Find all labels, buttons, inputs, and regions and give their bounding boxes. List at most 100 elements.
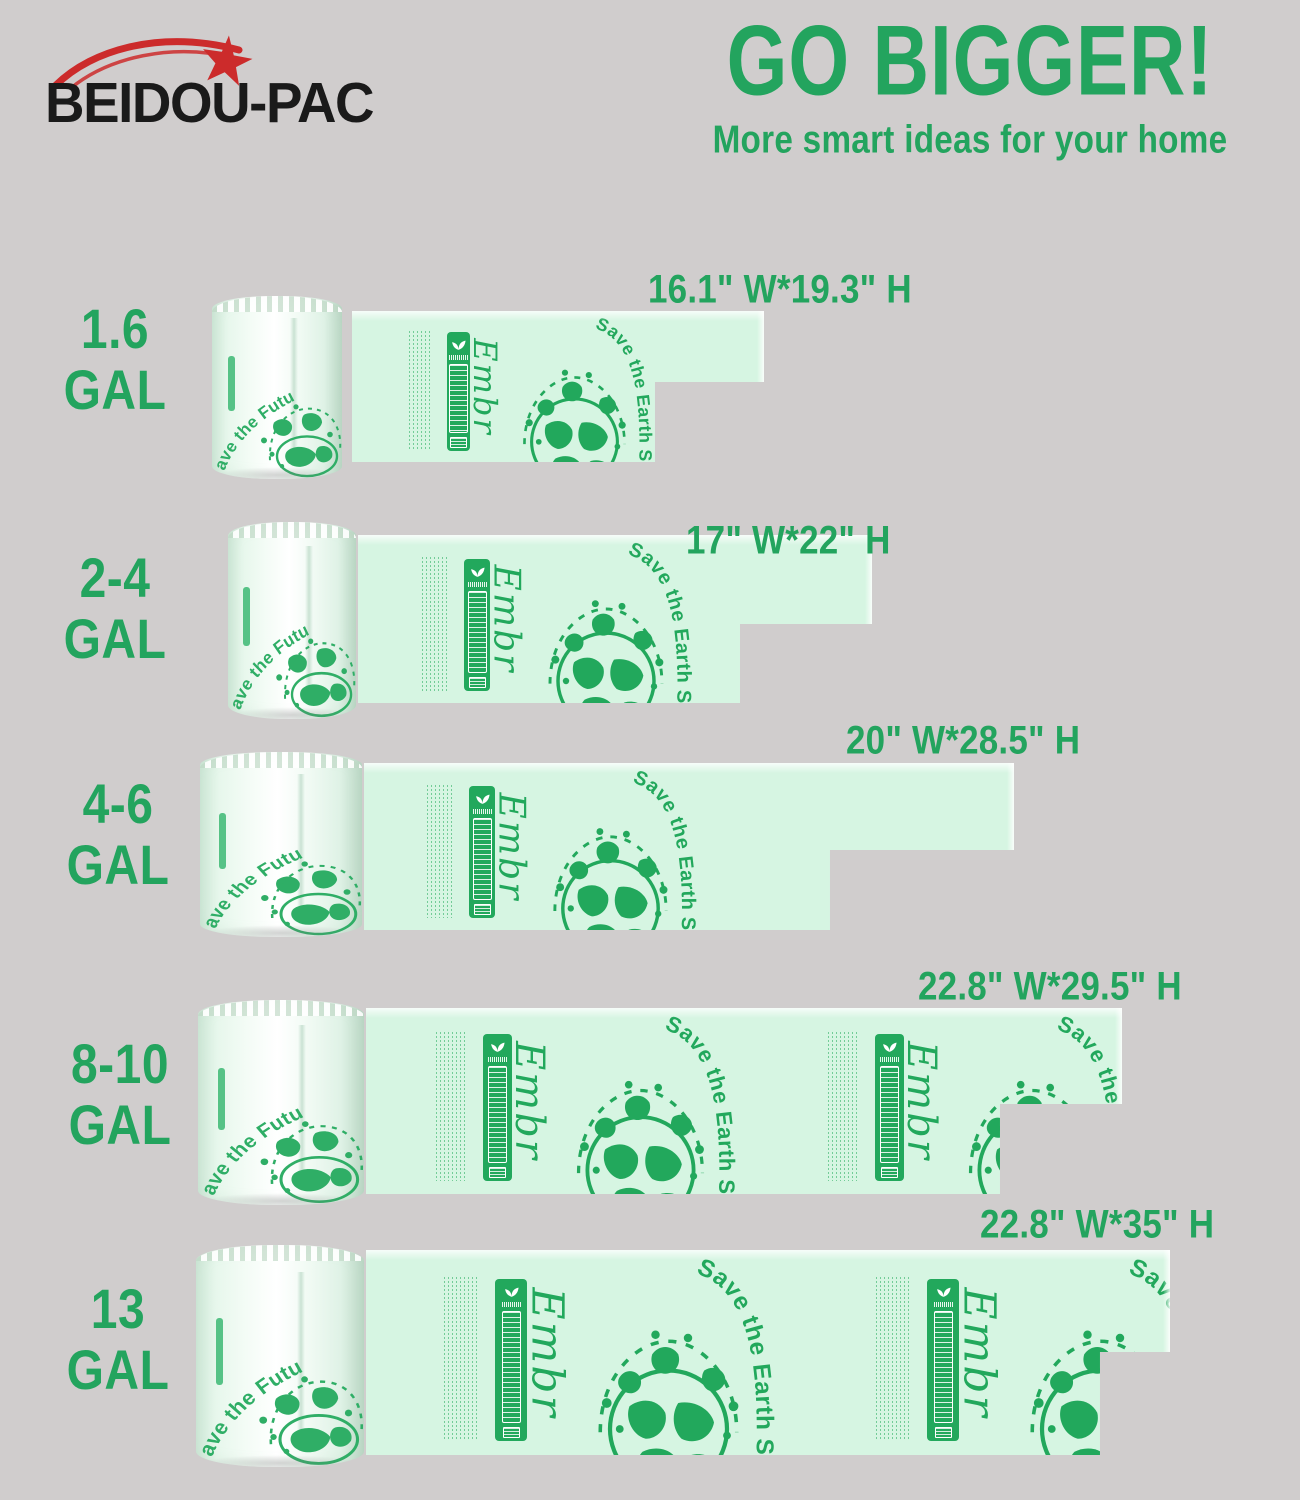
roll-top-edge <box>196 1245 364 1261</box>
roll-badge-hint <box>219 813 226 869</box>
home-compostable-badge-icon <box>495 1278 527 1441</box>
fine-print-text-column <box>427 784 454 919</box>
capacity-label: 2-4 GAL <box>35 548 195 671</box>
page-subheadline: More smart ideas for your home <box>712 118 1228 162</box>
dimension-label: 22.8" W*35" H <box>980 1202 1215 1247</box>
capacity-unit: GAL <box>63 609 167 671</box>
roll-seam <box>297 774 305 919</box>
badge-caption <box>488 1057 507 1063</box>
earth-globe-graphic <box>576 1080 705 1194</box>
roll-print-artwork: ave the Future <box>196 1245 363 1465</box>
roll-badge-hint <box>218 1068 225 1130</box>
capacity-unit: GAL <box>66 1340 170 1402</box>
save-the-earth-arc-text: Save the Earth S <box>591 766 783 930</box>
earth-globe-graphic <box>553 828 668 930</box>
dimension-label: 17" W*22" H <box>686 518 891 563</box>
home-compostable-badge-icon <box>927 1278 959 1441</box>
capacity-unit: GAL <box>66 835 170 897</box>
roll-seam <box>298 1024 306 1185</box>
bag-brand-script: Embr <box>953 1286 1005 1419</box>
bag-roll: ave the Future <box>196 1245 364 1467</box>
capacity-value: 1.6 <box>80 299 150 361</box>
bag-print-panel: Embr Save the Earth S <box>835 1250 1170 1455</box>
save-the-earth-arc-text: Save the Earth S <box>586 538 779 703</box>
roll-drop-shadow <box>199 1455 361 1467</box>
logo-swoosh-icon <box>53 35 253 90</box>
badge-detail-block <box>933 1310 953 1423</box>
headline-block: GO BIGGER! More smart ideas for your hom… <box>650 4 1290 162</box>
roll-drop-shadow <box>214 467 340 479</box>
page-headline: GO BIGGER! <box>726 4 1214 116</box>
fine-print-text-column <box>409 330 433 452</box>
badge-home-label <box>934 1426 952 1438</box>
badge-home-label <box>489 1166 506 1178</box>
badge-caption <box>449 355 468 361</box>
logo-wordmark: BEIDOU-PAC <box>45 71 375 135</box>
badge-home-label <box>502 1426 520 1438</box>
home-compostable-badge-icon <box>483 1034 512 1181</box>
badge-home-label <box>450 437 467 449</box>
save-the-earth-arc-text: Save the Earth S <box>557 313 731 462</box>
fine-print-text-column <box>444 1276 477 1441</box>
seedling-icon <box>470 567 485 577</box>
svg-text:ave the Future: ave the Future <box>212 296 298 473</box>
bag-roll: ave the Future <box>212 296 342 479</box>
capacity-value: 2-4 <box>79 548 151 610</box>
fine-print-text-column <box>876 1276 909 1441</box>
save-the-earth-arc-text: Save the Earth S <box>1077 1254 1170 1455</box>
bag-roll: ave the Future <box>198 1000 364 1205</box>
earth-globe-graphic <box>548 600 664 703</box>
roll-top-edge <box>228 522 356 538</box>
roll-badge-hint <box>216 1318 223 1385</box>
seedling-icon <box>475 795 490 805</box>
home-compostable-badge-icon <box>469 786 495 919</box>
brand-logo: BEIDOU-PAC <box>45 28 435 138</box>
roll-drop-shadow <box>201 1193 361 1205</box>
badge-detail-block <box>467 590 487 674</box>
roll-print-artwork: ave the Future <box>212 296 342 478</box>
roll-top-edge <box>200 752 362 768</box>
roll-seam <box>297 1271 305 1445</box>
capacity-label: 1.6 GAL <box>35 299 195 422</box>
page-header: BEIDOU-PAC GO BIGGER! More smart ideas f… <box>0 0 1300 205</box>
badge-home-label <box>473 904 491 916</box>
capacity-label: 4-6 GAL <box>38 774 198 897</box>
capacity-value: 13 <box>90 1279 146 1341</box>
bag-flat-sheet: Embr Save the Earth S <box>358 535 872 703</box>
svg-text:ave the Future: ave the Future <box>228 522 312 712</box>
earth-globe-graphic <box>523 369 626 462</box>
capacity-value: 4-6 <box>82 774 154 836</box>
svg-text:ave the Future: ave the Future <box>198 1000 307 1198</box>
badge-detail-block <box>449 364 468 434</box>
earth-globe-graphic <box>598 1330 739 1455</box>
fine-print-text-column <box>422 556 449 692</box>
fine-print-text-column <box>436 1032 466 1181</box>
badge-caption <box>472 809 492 815</box>
badge-detail-block <box>472 818 492 901</box>
dimension-label: 16.1" W*19.3" H <box>648 267 912 312</box>
badge-detail-block <box>880 1066 899 1163</box>
seedling-icon <box>504 1287 519 1297</box>
roll-print-artwork: ave the Future <box>200 752 362 936</box>
seedling-icon <box>883 1042 897 1052</box>
bag-brand-script: Embr <box>521 1286 573 1419</box>
badge-caption <box>880 1057 899 1063</box>
seedling-icon <box>936 1287 951 1297</box>
home-compostable-badge-icon <box>464 558 490 692</box>
capacity-unit: GAL <box>63 360 167 422</box>
dimension-label: 22.8" W*29.5" H <box>918 964 1182 1009</box>
badge-caption <box>501 1301 521 1307</box>
seedling-icon <box>491 1042 505 1052</box>
svg-text:ave the Future: ave the Future <box>196 1245 307 1459</box>
roll-badge-hint <box>243 587 250 646</box>
